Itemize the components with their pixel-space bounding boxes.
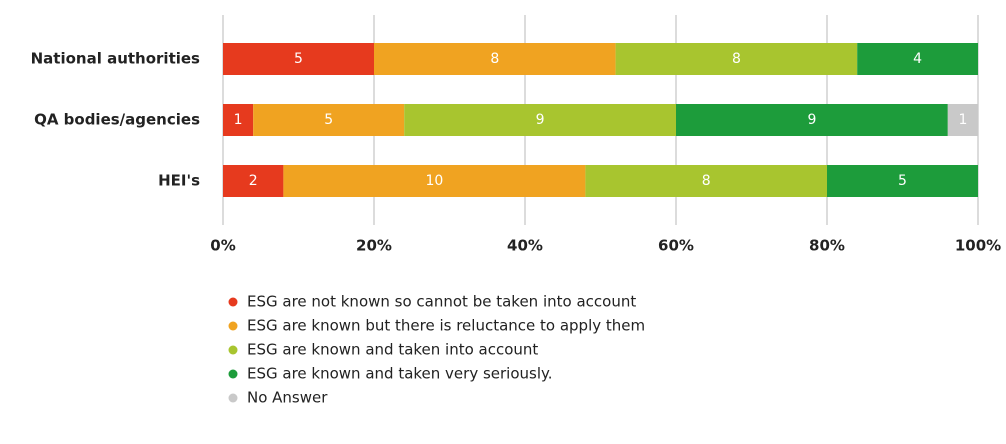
- x-tick-label: 60%: [658, 237, 694, 255]
- bar-segment: [223, 104, 254, 136]
- x-tick-label: 0%: [210, 237, 235, 255]
- data-label: 1: [234, 112, 243, 128]
- bar-segment: [283, 165, 586, 197]
- data-label: 5: [294, 51, 303, 67]
- data-label: 5: [324, 112, 333, 128]
- x-tick-label: 40%: [507, 237, 543, 255]
- data-label: 8: [702, 173, 711, 189]
- data-label: 2: [249, 173, 258, 189]
- data-label: 8: [732, 51, 741, 67]
- data-label: 10: [425, 173, 443, 189]
- legend-swatch: [228, 369, 238, 379]
- legend-swatch: [228, 321, 238, 331]
- bar-segment: [827, 165, 978, 197]
- y-tick-label: National authorities: [31, 50, 200, 68]
- y-tick-label: HEI's: [158, 172, 200, 190]
- bar-segment: [857, 43, 978, 75]
- legend-label: ESG are not known so cannot be taken int…: [247, 293, 636, 311]
- legend-swatch: [228, 393, 238, 403]
- bar-segment: [947, 104, 978, 136]
- data-label: 4: [913, 51, 922, 67]
- data-label: 8: [490, 51, 499, 67]
- legend-label: ESG are known but there is reluctance to…: [247, 317, 645, 335]
- legend-swatch: [228, 345, 238, 355]
- bar-segment: [615, 43, 858, 75]
- bar-segment: [223, 43, 374, 75]
- y-tick-label: QA bodies/agencies: [34, 111, 200, 129]
- legend-swatch: [228, 297, 238, 307]
- data-label: 9: [536, 112, 545, 128]
- bar-segment: [404, 104, 676, 136]
- bar-segment: [585, 165, 827, 197]
- legend-label: ESG are known and taken into account: [247, 341, 538, 359]
- legend-label: ESG are known and taken very seriously.: [247, 365, 553, 383]
- bar-segment: [223, 165, 284, 197]
- bar-segment: [253, 104, 405, 136]
- x-tick-label: 80%: [809, 237, 845, 255]
- legend-label: No Answer: [247, 389, 328, 407]
- data-label: 1: [958, 112, 967, 128]
- bar-segment: [676, 104, 948, 136]
- data-label: 5: [898, 173, 907, 189]
- x-tick-label: 100%: [955, 237, 1001, 255]
- data-label: 9: [807, 112, 816, 128]
- x-tick-label: 20%: [356, 237, 392, 255]
- bar-segment: [374, 43, 616, 75]
